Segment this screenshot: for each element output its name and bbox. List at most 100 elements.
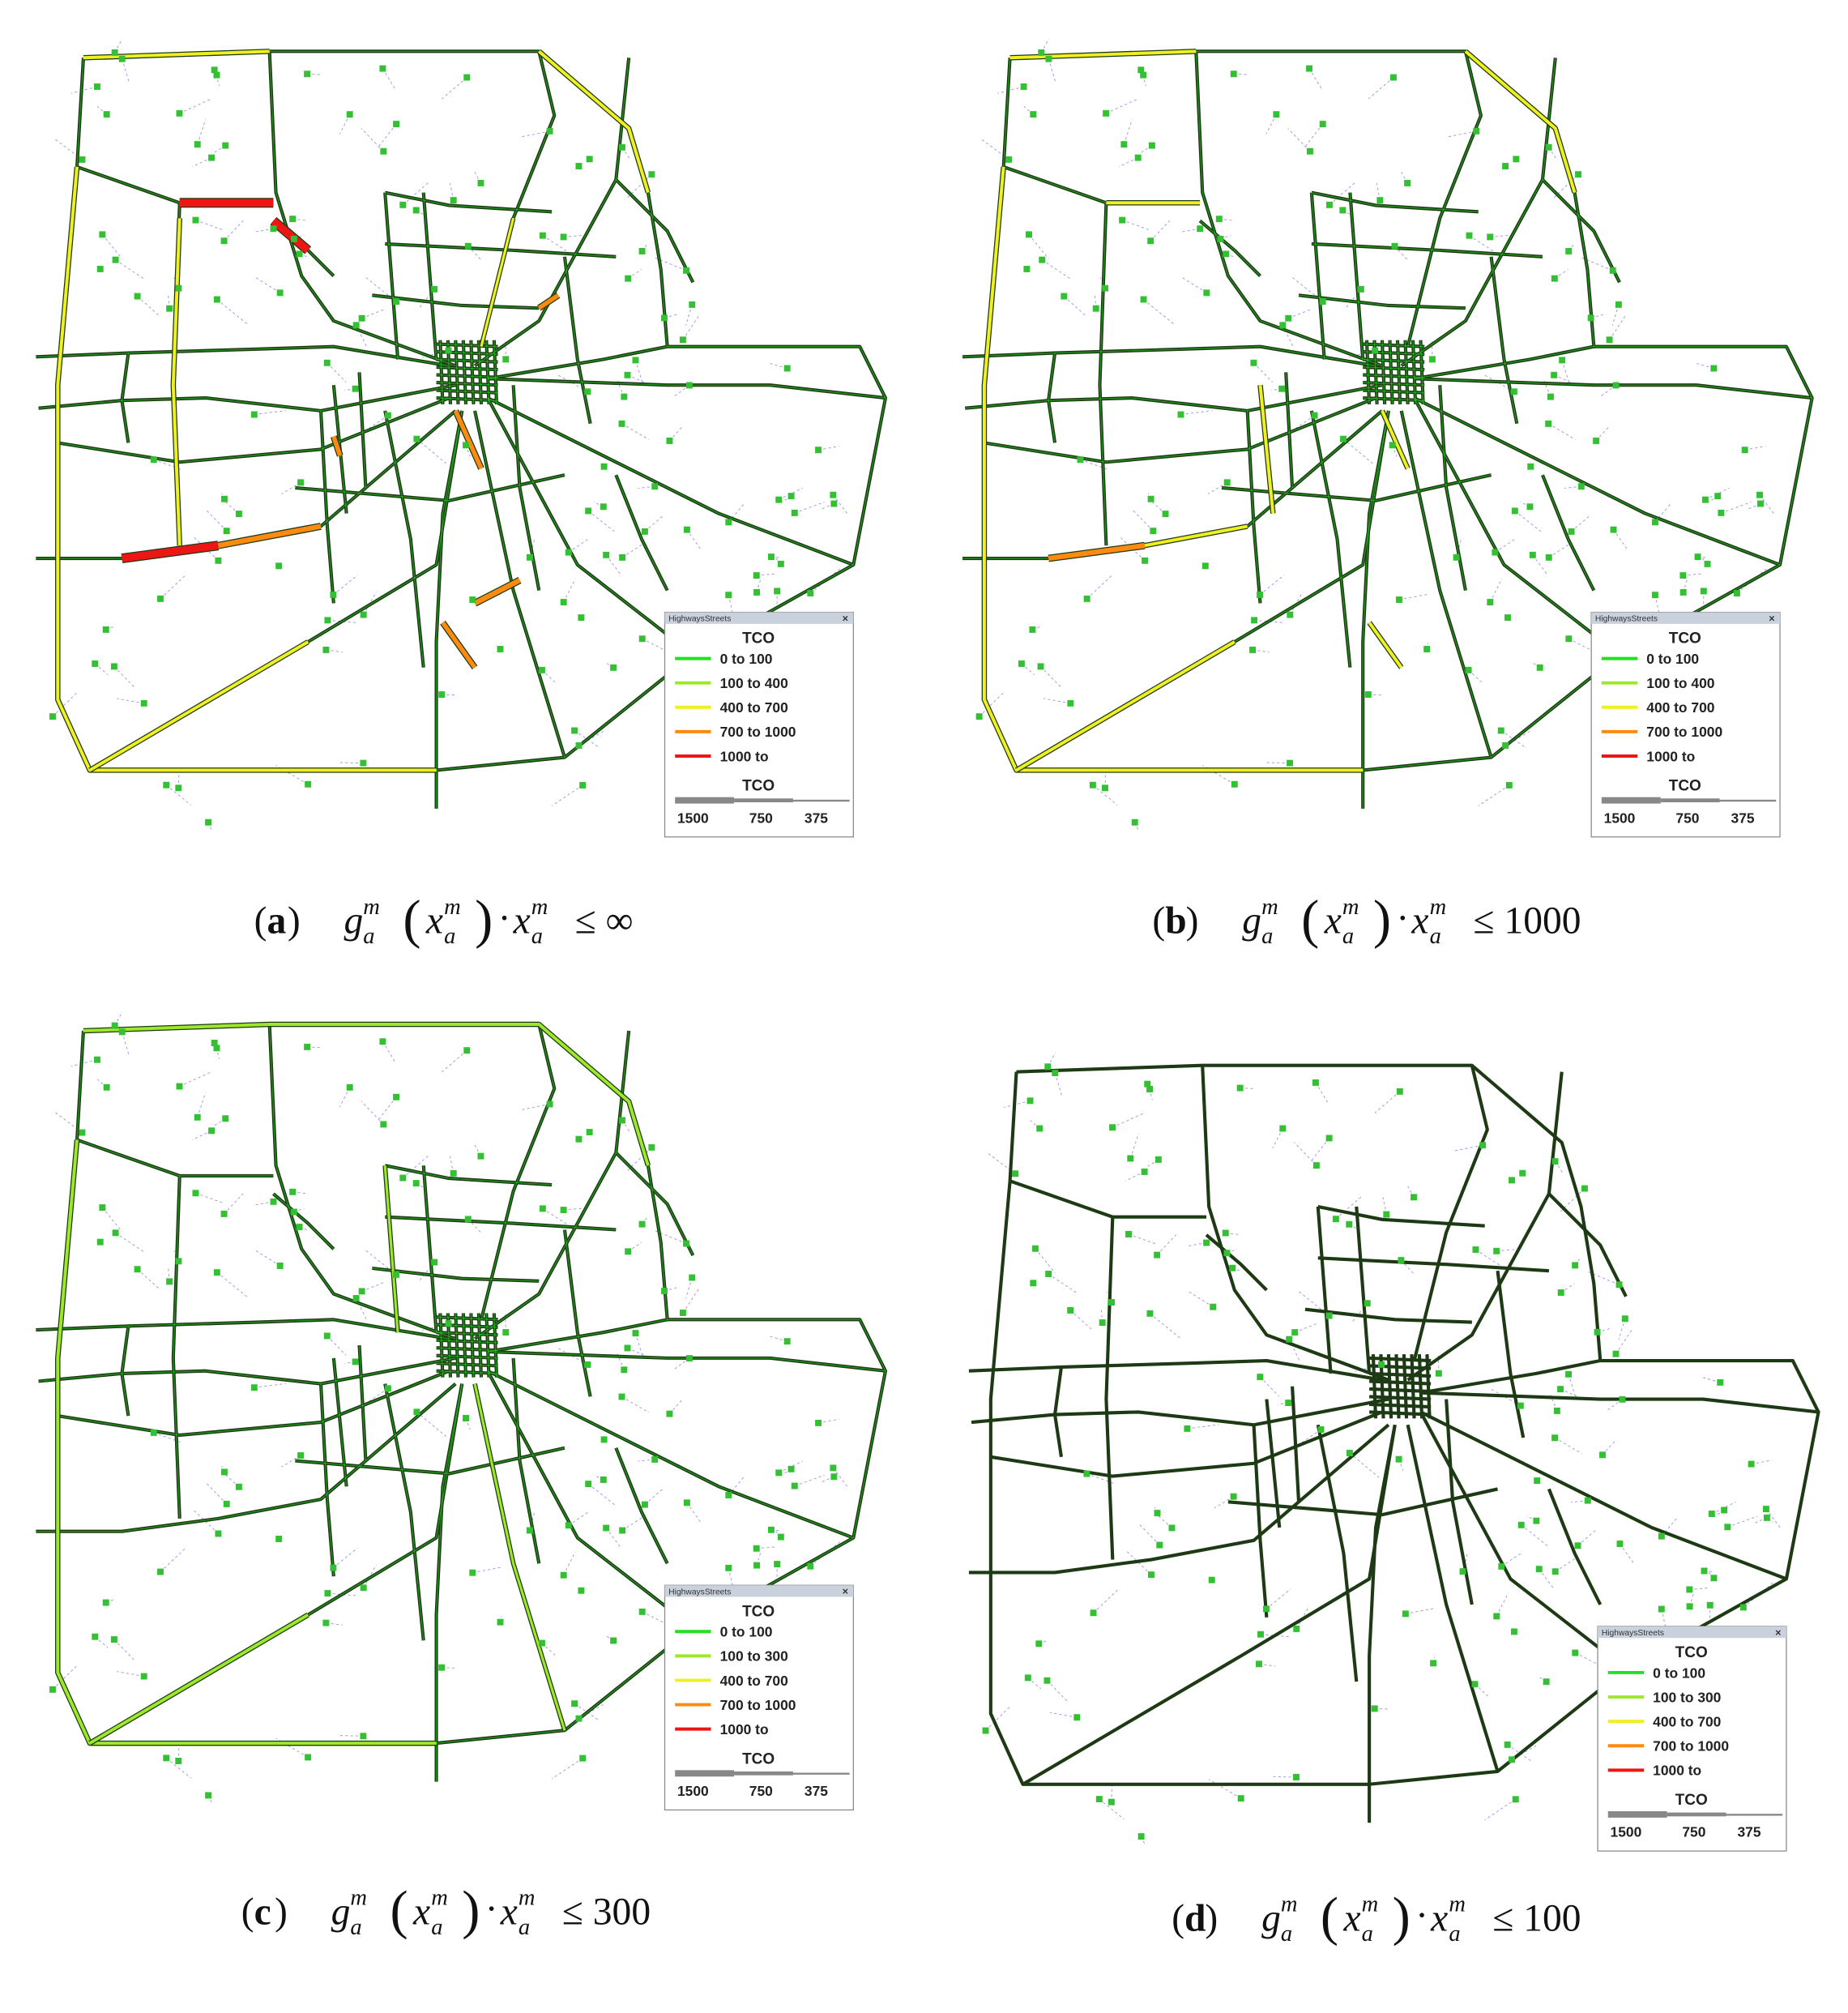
zone-centroid bbox=[689, 1274, 696, 1281]
zone-connector bbox=[1041, 259, 1071, 280]
zone-centroid bbox=[297, 1452, 305, 1459]
zone-centroid bbox=[1398, 1257, 1405, 1264]
zone-centroid bbox=[1197, 225, 1204, 233]
zone-connector bbox=[117, 698, 144, 704]
zone-connector bbox=[1606, 1399, 1623, 1412]
zone-centroid bbox=[578, 1587, 585, 1594]
zone-centroid bbox=[585, 1481, 592, 1488]
road-flow bbox=[272, 1193, 335, 1250]
zone-connector bbox=[356, 1297, 368, 1321]
road-flow-highlight bbox=[88, 640, 309, 772]
zone-centroid bbox=[96, 1238, 104, 1246]
zone-centroid bbox=[753, 588, 760, 596]
zone-centroid bbox=[1762, 1506, 1769, 1513]
zone-centroid bbox=[1551, 275, 1558, 282]
zone-centroid bbox=[1119, 216, 1126, 224]
zone-centroid bbox=[393, 121, 400, 128]
zone-centroid bbox=[1089, 781, 1096, 789]
caption-text: ) bbox=[1205, 1897, 1218, 1939]
zone-centroid bbox=[1257, 1630, 1264, 1638]
zone-connector bbox=[117, 1671, 144, 1678]
zone-connector bbox=[728, 502, 745, 523]
zone-centroid bbox=[651, 1455, 659, 1463]
zone-centroid bbox=[539, 666, 545, 673]
zone-connector bbox=[1069, 1310, 1094, 1331]
zone-connector bbox=[1118, 157, 1138, 168]
zone-centroid bbox=[463, 1047, 471, 1054]
legend-close: × bbox=[843, 613, 848, 624]
zone-connector bbox=[568, 1511, 589, 1526]
zone-connector bbox=[361, 1101, 384, 1125]
zone-centroid bbox=[1395, 596, 1402, 603]
road-flow bbox=[38, 1357, 456, 1385]
road-flow-highlight bbox=[1144, 524, 1248, 548]
zone-connector bbox=[779, 487, 804, 501]
zone-connector bbox=[1727, 1515, 1758, 1528]
caption-text: a bbox=[350, 1915, 361, 1940]
road-flow-highlight bbox=[480, 217, 515, 348]
zone-connector bbox=[672, 1357, 690, 1370]
zone-centroid bbox=[1551, 1158, 1559, 1165]
caption-text: ( bbox=[1152, 900, 1165, 942]
zone-centroid bbox=[1364, 691, 1372, 698]
zone-centroid bbox=[1389, 74, 1397, 81]
legend-label: 400 to 700 bbox=[720, 1673, 788, 1689]
zone-connector bbox=[1208, 1779, 1241, 1799]
zone-connector bbox=[1288, 309, 1311, 319]
road-flow bbox=[474, 1030, 630, 1340]
zone-centroid bbox=[1510, 388, 1517, 395]
road-flow bbox=[436, 1362, 498, 1367]
road-flow bbox=[423, 192, 437, 360]
zone-centroid bbox=[290, 1208, 297, 1216]
road-flow-highlight bbox=[271, 217, 311, 254]
zone-centroid bbox=[830, 1464, 837, 1472]
legend-title: HighwaysStreets bbox=[1602, 1629, 1664, 1638]
zone-centroid bbox=[787, 1465, 795, 1472]
zone-centroid bbox=[603, 1524, 610, 1532]
zone-centroid bbox=[621, 393, 628, 400]
zone-centroid bbox=[1101, 784, 1108, 792]
road-flow bbox=[320, 410, 335, 604]
zone-centroid bbox=[1466, 232, 1473, 239]
zone-centroid bbox=[1292, 1774, 1300, 1780]
zone-connector bbox=[333, 1547, 358, 1569]
zone-centroid bbox=[1061, 293, 1068, 300]
road-flow bbox=[615, 1152, 694, 1256]
zone-centroid bbox=[464, 1216, 472, 1223]
caption-text: a bbox=[444, 924, 455, 949]
road-flow bbox=[295, 1447, 565, 1475]
road-flow bbox=[58, 1370, 450, 1436]
zone-centroid bbox=[1023, 265, 1031, 272]
zone-centroid bbox=[648, 1143, 655, 1151]
zone-centroid bbox=[1610, 526, 1617, 533]
zone-centroid bbox=[1286, 1336, 1293, 1343]
road bbox=[1402, 1354, 1409, 1419]
zone-connector bbox=[160, 575, 186, 600]
zone-centroid bbox=[1553, 1407, 1560, 1414]
road-flow-highlight bbox=[383, 1165, 399, 1333]
zone-centroid bbox=[1658, 1605, 1665, 1613]
zone-centroid bbox=[1383, 1211, 1390, 1218]
zone-centroid bbox=[1606, 336, 1613, 344]
zone-centroid bbox=[463, 442, 469, 449]
zone-centroid bbox=[767, 1526, 775, 1533]
road-flow bbox=[1016, 410, 1389, 771]
zone-centroid bbox=[1700, 588, 1707, 595]
zone-connector bbox=[179, 1071, 211, 1087]
zone-connector bbox=[1689, 1587, 1710, 1590]
zone-centroid bbox=[1545, 553, 1552, 561]
zone-centroid bbox=[213, 1269, 220, 1276]
road-flow bbox=[487, 346, 668, 379]
zone-connector bbox=[672, 385, 690, 398]
zone-centroid bbox=[1694, 553, 1701, 561]
zone-centroid bbox=[600, 463, 608, 470]
zone-centroid bbox=[1505, 781, 1513, 789]
caption-text: ≤ bbox=[1473, 900, 1494, 942]
zone-connector bbox=[418, 288, 435, 310]
road bbox=[1015, 410, 1390, 772]
road bbox=[968, 1358, 1383, 1382]
zone-centroid bbox=[1229, 1264, 1236, 1271]
road-flow bbox=[36, 346, 450, 367]
road bbox=[1104, 1216, 1115, 1560]
zone-centroid bbox=[1125, 1231, 1132, 1237]
